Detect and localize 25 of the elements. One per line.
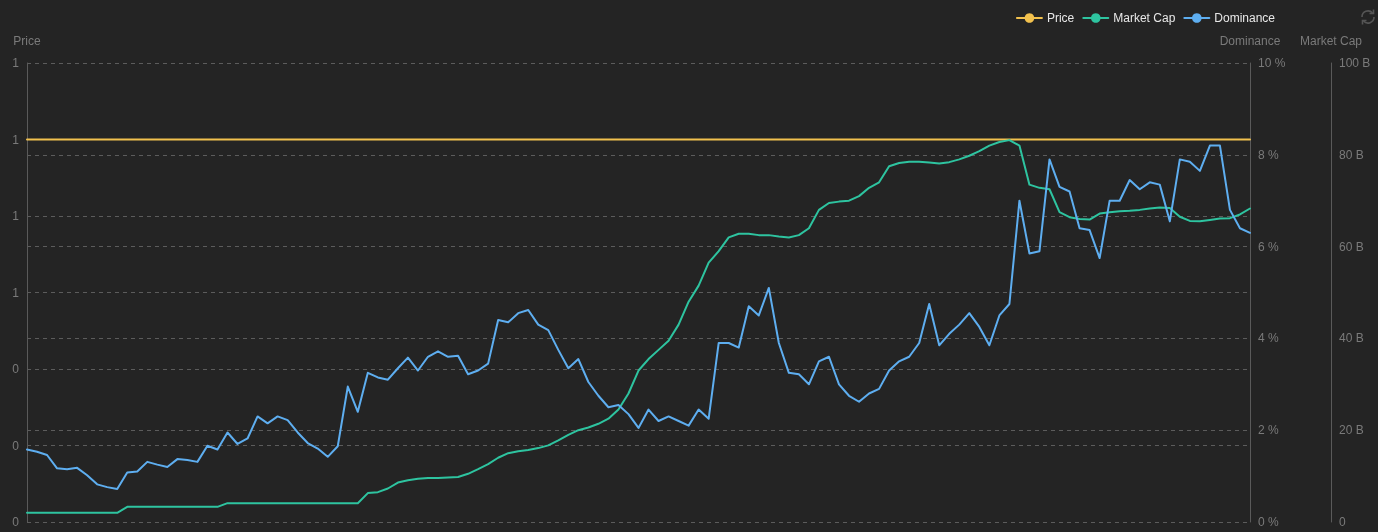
- y3-tick-label: 20 B: [1339, 423, 1364, 438]
- y-tick-label: 1: [12, 132, 20, 147]
- y-tick-label: 0: [12, 515, 20, 529]
- legend-label: Price: [1046, 11, 1075, 25]
- legend-label: Dominance: [1214, 11, 1276, 25]
- y3-tick-label: 60 B: [1339, 239, 1364, 254]
- y-axis-title: Price: [13, 34, 41, 48]
- y3-tick-label: 100 B: [1339, 56, 1371, 70]
- y-tick-label: 1: [12, 285, 20, 300]
- y2-tick-label: 0 %: [1258, 515, 1280, 529]
- y2-axis-title: Dominance: [1219, 34, 1281, 48]
- y3-axis-title: Market Cap: [1299, 34, 1363, 48]
- y-tick-label: 1: [12, 209, 20, 223]
- y2-tick-label: 6 %: [1258, 239, 1280, 254]
- y-tick-label: 0: [12, 362, 20, 376]
- y2-tick-label: 2 %: [1258, 423, 1280, 438]
- y2-tick-label: 8 %: [1258, 147, 1280, 162]
- y-tick-label: 1: [12, 56, 20, 70]
- legend-label: Market Cap: [1113, 11, 1176, 25]
- y3-tick-label: 80 B: [1339, 147, 1364, 162]
- y2-tick-label: 10 %: [1258, 56, 1286, 70]
- y3-tick-label: 0: [1339, 515, 1346, 529]
- y2-tick-label: 4 %: [1258, 331, 1280, 346]
- y-tick-label: 0: [12, 438, 20, 453]
- y3-tick-label: 40 B: [1339, 331, 1364, 346]
